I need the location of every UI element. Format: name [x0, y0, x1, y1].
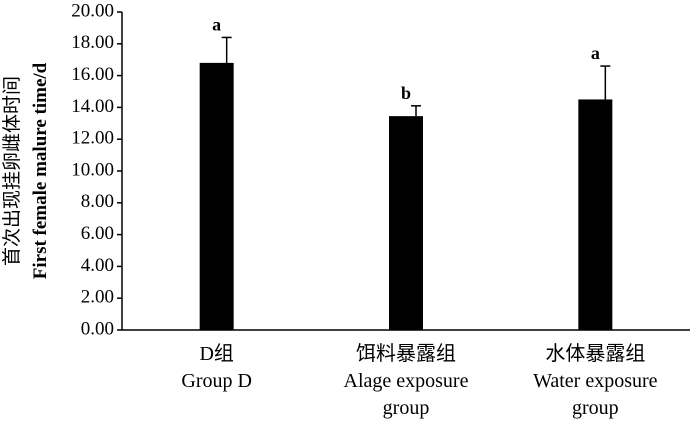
bar [389, 116, 423, 331]
y-axis-title: 首次出现挂卵雌体时间 First female malure time/d [1, 62, 51, 279]
error-bar [600, 65, 611, 100]
significance-label: a [591, 43, 600, 63]
x-tick-label: 饵料暴露组 [356, 342, 456, 365]
y-axis-title-en: First female malure time/d [30, 62, 51, 279]
y-tick-label: 0.00 [81, 318, 114, 339]
x-tick-label: group [572, 397, 619, 419]
significance-label: b [401, 83, 411, 103]
x-tick-label: Group D [181, 370, 252, 392]
y-tick-label: 6.00 [81, 223, 114, 244]
y-tick-label: 16.00 [71, 64, 114, 85]
x-tick-label: D组 [199, 342, 233, 365]
bar [199, 62, 234, 330]
y-tick-label: 20.00 [71, 0, 114, 21]
x-tick-label: Alage exposure [344, 370, 469, 392]
y-tick-label: 12.00 [71, 128, 114, 149]
y-tick-label: 4.00 [81, 255, 114, 276]
bar [578, 99, 613, 330]
y-tick-label: 18.00 [71, 32, 114, 53]
x-tick-label: Water exposure [533, 370, 658, 392]
y-tick-label: 10.00 [71, 159, 114, 180]
y-tick-label: 14.00 [71, 96, 114, 117]
y-tick-label: 2.00 [81, 287, 114, 308]
x-tick-label: group [383, 397, 430, 419]
y-tick-label: 8.00 [81, 191, 114, 212]
x-tick-label: 水体暴露组 [545, 342, 645, 365]
y-axis-title-cn: 首次出现挂卵雌体时间 [1, 76, 23, 266]
error-bar [221, 36, 232, 63]
significance-label: a [212, 14, 221, 34]
error-bar [411, 105, 421, 117]
